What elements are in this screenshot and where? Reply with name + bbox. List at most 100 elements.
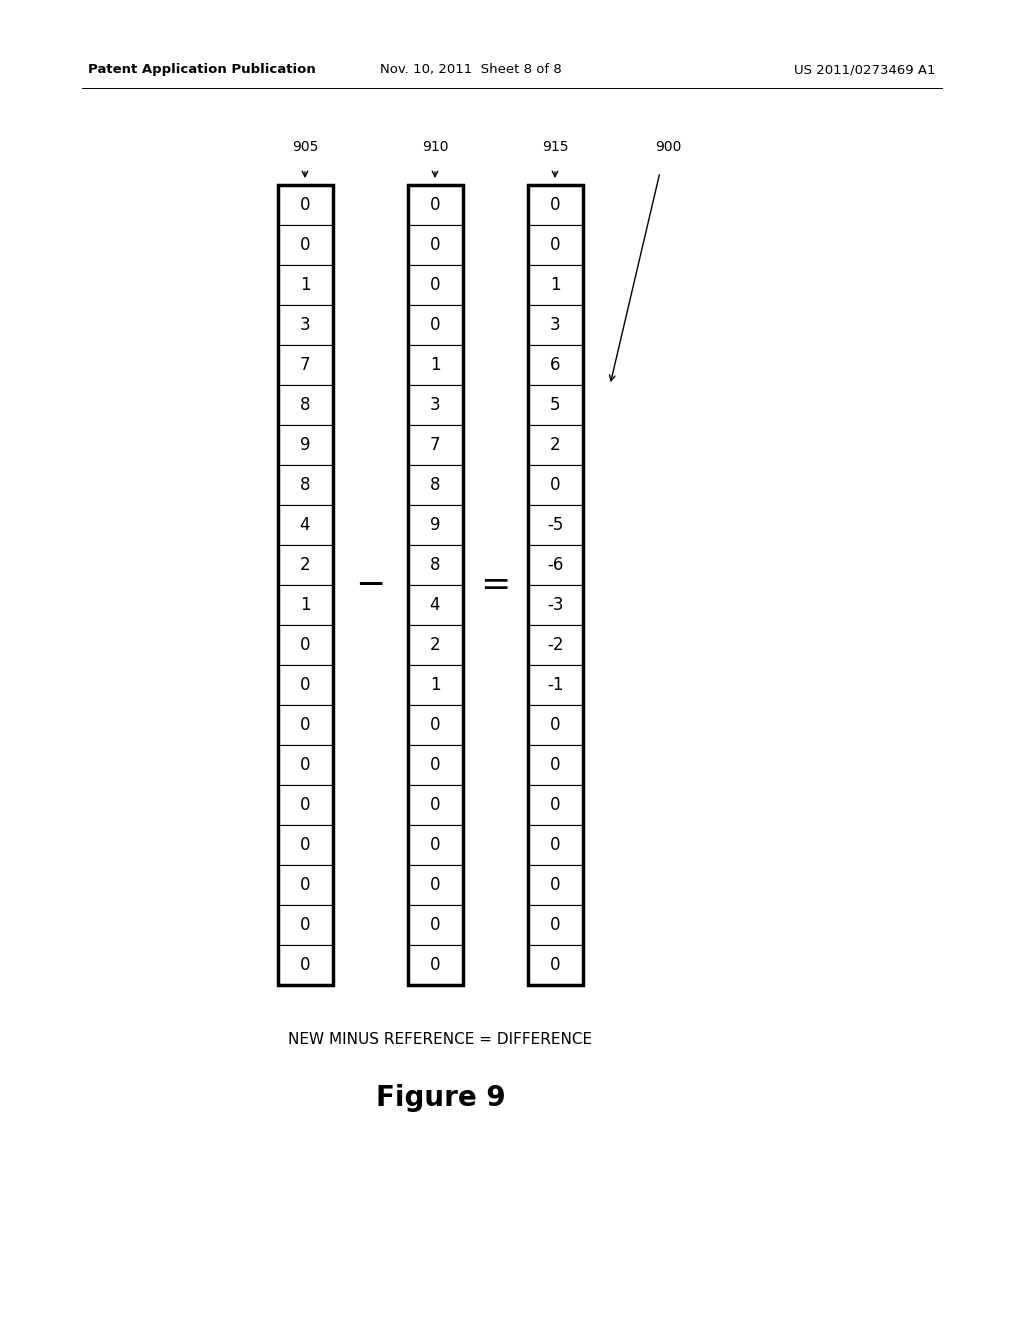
Text: 0: 0 (430, 916, 440, 935)
Bar (278, 545, 333, 585)
Text: 5: 5 (550, 396, 560, 414)
Text: 1: 1 (550, 276, 560, 294)
Text: 910: 910 (422, 140, 449, 154)
Text: 0: 0 (430, 315, 440, 334)
Text: 905: 905 (292, 140, 318, 154)
Bar (527, 785, 583, 825)
Text: -3: -3 (547, 597, 563, 614)
Bar (408, 665, 463, 705)
Text: 6: 6 (550, 356, 560, 374)
Text: 2: 2 (300, 556, 310, 574)
Bar (527, 585, 583, 624)
Text: 0: 0 (430, 956, 440, 974)
Text: 4: 4 (430, 597, 440, 614)
Text: 8: 8 (300, 396, 310, 414)
Bar (408, 185, 463, 224)
Text: 0: 0 (300, 195, 310, 214)
Bar (278, 224, 333, 265)
Text: -1: -1 (547, 676, 563, 694)
Text: 0: 0 (550, 836, 560, 854)
Text: 0: 0 (550, 236, 560, 253)
Bar (408, 385, 463, 425)
Bar (278, 345, 333, 385)
Bar (527, 865, 583, 906)
Text: =: = (480, 568, 510, 602)
Text: 915: 915 (542, 140, 568, 154)
Bar (408, 865, 463, 906)
Bar (408, 425, 463, 465)
Text: 0: 0 (300, 756, 310, 774)
Text: 0: 0 (300, 876, 310, 894)
Text: 1: 1 (430, 356, 440, 374)
Text: 0: 0 (430, 195, 440, 214)
Bar (278, 425, 333, 465)
Bar (527, 945, 583, 985)
Bar (527, 825, 583, 865)
Bar (408, 906, 463, 945)
Bar (408, 224, 463, 265)
Bar (278, 825, 333, 865)
Bar (408, 744, 463, 785)
Bar (527, 385, 583, 425)
Bar (408, 585, 463, 624)
Bar (527, 705, 583, 744)
Text: -6: -6 (547, 556, 563, 574)
Bar (278, 585, 333, 624)
Text: -2: -2 (547, 636, 563, 653)
Bar (408, 624, 463, 665)
Bar (278, 305, 333, 345)
Text: 0: 0 (550, 916, 560, 935)
Bar (278, 906, 333, 945)
Text: -5: -5 (547, 516, 563, 535)
Text: 0: 0 (430, 236, 440, 253)
Bar (527, 185, 583, 985)
Text: 2: 2 (550, 436, 560, 454)
Text: 0: 0 (300, 836, 310, 854)
Bar (527, 305, 583, 345)
Bar (278, 705, 333, 744)
Text: 0: 0 (550, 956, 560, 974)
Bar (527, 545, 583, 585)
Bar (527, 265, 583, 305)
Text: NEW MINUS REFERENCE = DIFFERENCE: NEW MINUS REFERENCE = DIFFERENCE (289, 1032, 592, 1048)
Text: 0: 0 (430, 276, 440, 294)
Bar (278, 385, 333, 425)
Text: 0: 0 (550, 876, 560, 894)
Text: 0: 0 (300, 715, 310, 734)
Text: 3: 3 (430, 396, 440, 414)
Bar (408, 465, 463, 506)
Bar (527, 506, 583, 545)
Text: 0: 0 (300, 236, 310, 253)
Text: 9: 9 (430, 516, 440, 535)
Text: 0: 0 (300, 676, 310, 694)
Bar (527, 345, 583, 385)
Text: 900: 900 (655, 140, 681, 154)
Bar (408, 506, 463, 545)
Bar (278, 185, 333, 985)
Text: 2: 2 (430, 636, 440, 653)
Text: 0: 0 (430, 756, 440, 774)
Text: 3: 3 (550, 315, 560, 334)
Bar (527, 624, 583, 665)
Bar (527, 465, 583, 506)
Text: Nov. 10, 2011  Sheet 8 of 8: Nov. 10, 2011 Sheet 8 of 8 (380, 63, 562, 77)
Bar (278, 465, 333, 506)
Bar (408, 945, 463, 985)
Bar (408, 785, 463, 825)
Text: 0: 0 (430, 715, 440, 734)
Text: −: − (355, 568, 385, 602)
Text: 0: 0 (430, 876, 440, 894)
Text: 0: 0 (550, 756, 560, 774)
Bar (278, 624, 333, 665)
Bar (408, 185, 463, 985)
Text: 0: 0 (300, 956, 310, 974)
Bar (278, 865, 333, 906)
Text: 0: 0 (550, 715, 560, 734)
Bar (278, 665, 333, 705)
Bar (278, 945, 333, 985)
Bar (408, 345, 463, 385)
Text: Patent Application Publication: Patent Application Publication (88, 63, 315, 77)
Text: 0: 0 (300, 796, 310, 814)
Text: 0: 0 (550, 796, 560, 814)
Text: 0: 0 (550, 195, 560, 214)
